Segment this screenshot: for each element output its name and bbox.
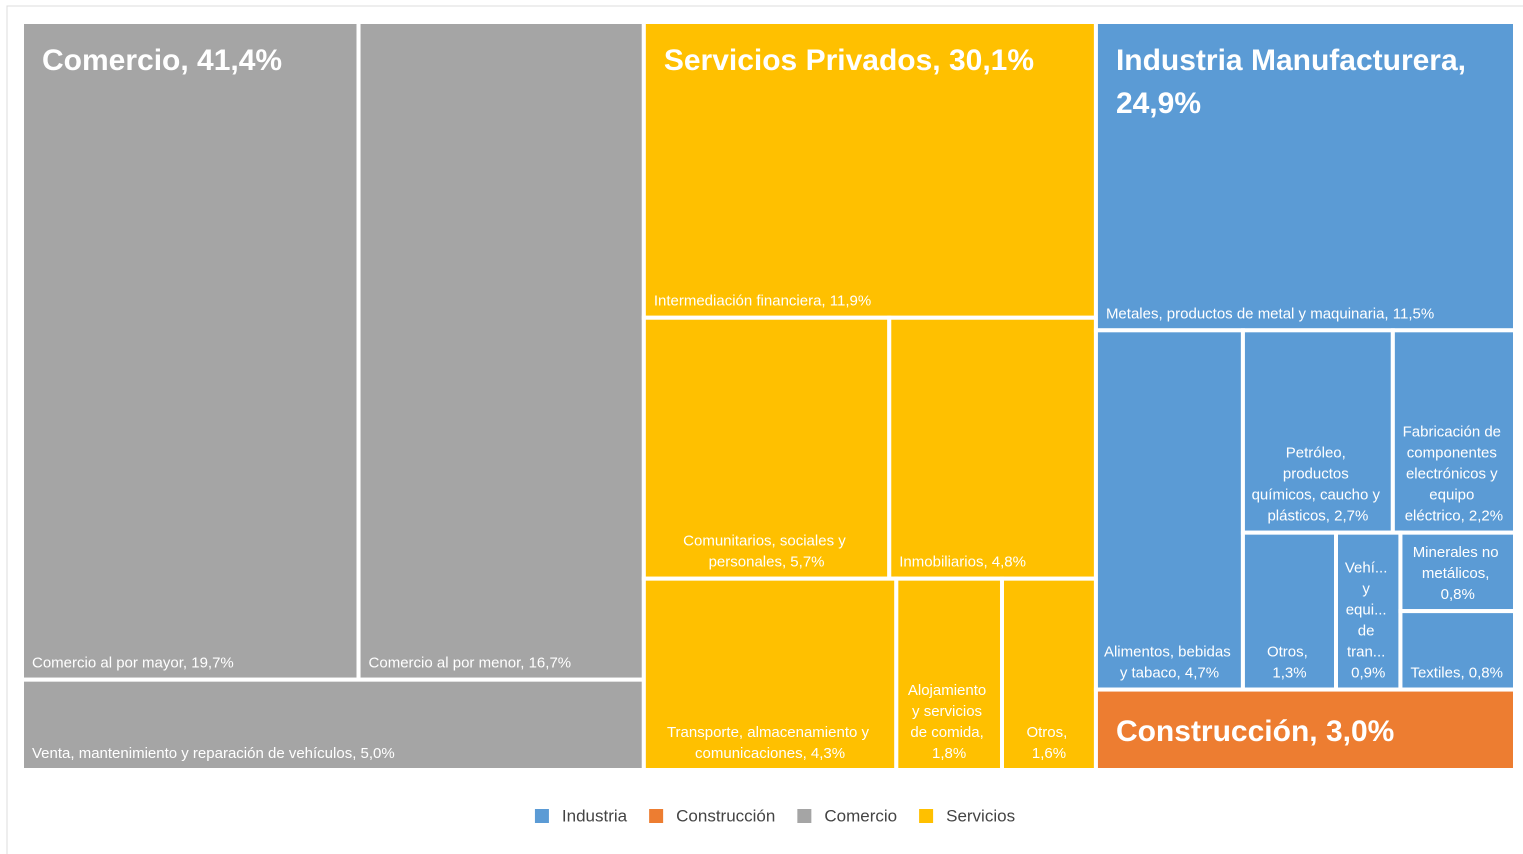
legend-label: Construcción [676, 806, 775, 825]
treemap-cell [1398, 530, 1517, 614]
data-label: Comercio al por menor, 16,7% [369, 655, 572, 672]
legend-swatch [649, 809, 664, 823]
legend-label: Servicios [946, 806, 1015, 825]
data-label: Alojamiento y servicios de comida, 1,8% [908, 682, 991, 762]
data-label: Alimentos, bebidas y tabaco, 4,7% [1104, 644, 1235, 682]
treemap-cell [641, 576, 899, 773]
treemap-cell [1390, 328, 1517, 535]
data-label: Comunitarios, sociales y personales, 5,7… [683, 533, 850, 571]
legend-label: Comercio [824, 806, 897, 825]
data-label: Otros, 1,3% [1267, 644, 1312, 682]
treemap-cell [641, 20, 1098, 320]
legend: Industria Construcción Comercio Servicios [534, 806, 1015, 825]
treemap-cell [1334, 530, 1403, 692]
data-label: Metales, productos de metal y maquinaria… [1106, 305, 1434, 322]
data-label: Fabricación de componentes electrónicos … [1403, 424, 1506, 525]
legend-swatch [919, 809, 934, 823]
treemap-cell [20, 677, 646, 773]
treemap-cell [894, 576, 1004, 773]
data-label: Otros, 1,6% [1026, 724, 1071, 762]
treemap-cell [887, 315, 1098, 581]
data-label: Petróleo, productos químicos, caucho y p… [1252, 445, 1385, 525]
data-label: Venta, mantenimiento y reparación de veh… [32, 745, 395, 762]
treemap-cell [20, 20, 361, 682]
data-label: Transporte, almacenamiento y comunicacio… [667, 724, 873, 762]
legend-swatch [797, 809, 812, 823]
data-label: Inmobiliarios, 4,8% [899, 554, 1026, 571]
data-label: Minerales no metálicos, 0,8% [1413, 544, 1503, 603]
treemap-cell [1093, 328, 1245, 692]
treemap-cell [356, 20, 646, 682]
group-label: Comercio, 41,4% [42, 44, 282, 77]
legend-label: Industria [562, 806, 628, 825]
data-label: Textiles, 0,8% [1410, 665, 1503, 682]
data-label: Comercio al por mayor, 19,7% [32, 655, 234, 672]
treemap-cell [1093, 687, 1517, 772]
treemap-cell [999, 576, 1098, 773]
group-label: Industria Manufacturera, 24,9% [1116, 44, 1474, 120]
group-label: Servicios Privados, 30,1% [664, 44, 1034, 77]
group-label: Construcción, 3,0% [1116, 715, 1394, 748]
legend-swatch [534, 809, 549, 823]
treemap-cell [1398, 609, 1517, 692]
chart-frame [6, 5, 1523, 854]
treemap-cell [1093, 20, 1517, 333]
data-label: Vehí... y equi... de tran... 0,9% [1345, 560, 1392, 682]
data-label: Intermediación financiera, 11,9% [654, 293, 871, 310]
